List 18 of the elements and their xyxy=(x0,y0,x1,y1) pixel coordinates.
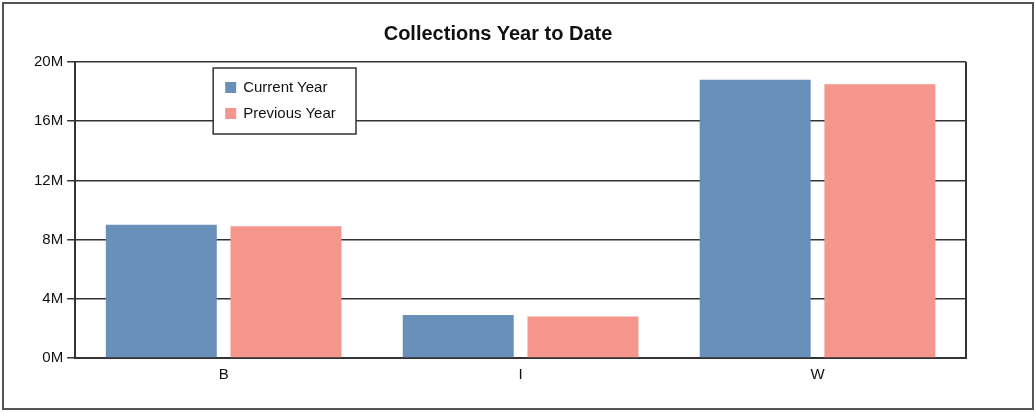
x-tick-label: I xyxy=(518,365,523,383)
bar xyxy=(699,79,811,358)
chart-title: Collections Year to Date xyxy=(383,21,613,44)
y-tick-label: 20M xyxy=(33,52,64,70)
x-tick-label: B xyxy=(218,365,229,383)
bar xyxy=(527,316,639,358)
y-tick-label: 16M xyxy=(33,111,64,129)
bar xyxy=(230,226,342,358)
bar xyxy=(105,224,217,358)
legend-label: Current Year xyxy=(243,78,328,96)
bar xyxy=(402,315,514,358)
legend-label: Previous Year xyxy=(243,104,336,122)
y-tick-label: 0M xyxy=(42,348,64,366)
y-tick-label: 12M xyxy=(33,170,64,188)
x-tick-label: W xyxy=(810,365,826,383)
y-tick-label: 8M xyxy=(42,229,64,247)
bar xyxy=(824,84,936,358)
y-tick-label: 4M xyxy=(42,288,64,306)
